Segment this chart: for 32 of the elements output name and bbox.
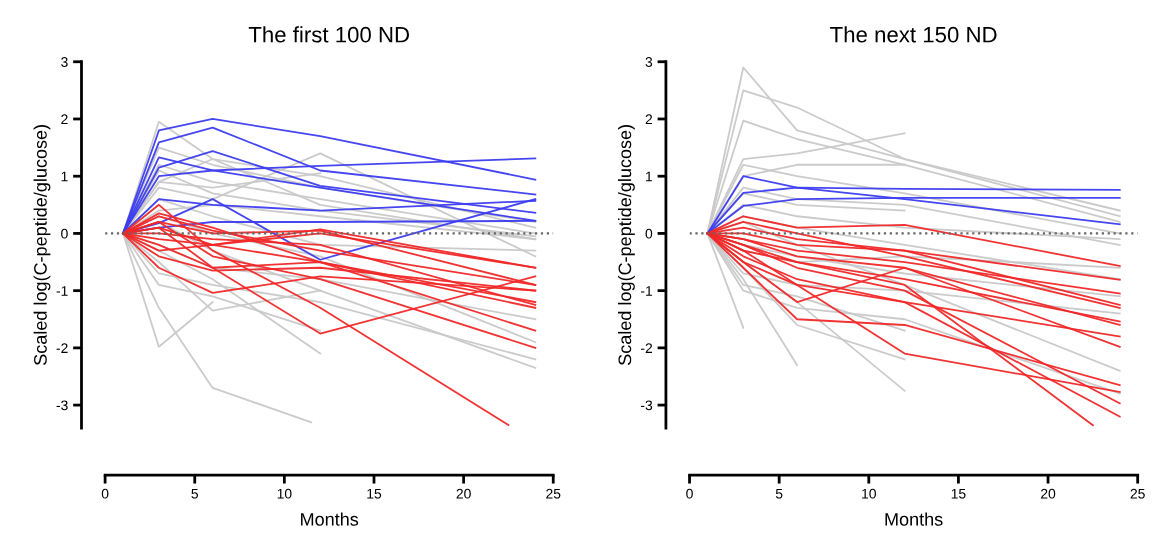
x-tick-label: 5 (191, 488, 199, 499)
y-tick-label: 1 (646, 171, 653, 182)
y-axis-title: Scaled log(C-peptide/glucose) (33, 125, 51, 365)
y-tick-label: -3 (56, 400, 68, 411)
x-tick-label: 5 (775, 488, 783, 499)
y-tick-label: 2 (645, 114, 653, 125)
y-tick-label: -2 (641, 343, 653, 353)
x-tick-label: 15 (367, 488, 382, 499)
y-tick-label: -1 (641, 286, 653, 296)
y-tick-label: 0 (61, 228, 68, 239)
y-tick-label: 2 (61, 114, 68, 125)
chart-title: The first 100 ND (248, 26, 410, 43)
x-tick-label: 25 (1130, 488, 1145, 499)
y-tick-label: -1 (56, 286, 68, 296)
y-tick-label: -2 (56, 343, 68, 353)
x-tick-label: 10 (862, 488, 876, 499)
x-tick-label: 20 (1041, 488, 1056, 499)
x-tick-label: 20 (456, 488, 471, 499)
y-tick-label: -3 (641, 400, 653, 411)
x-axis-title: Months (301, 512, 359, 526)
y-tick-label: 3 (645, 57, 653, 67)
x-tick-label: 0 (686, 488, 693, 499)
y-tick-label: 0 (645, 228, 653, 239)
y-tick-label: 1 (61, 171, 68, 182)
x-tick-label: 10 (277, 488, 292, 499)
x-axis-title: Months (885, 512, 943, 526)
x-tick-label: 15 (951, 488, 966, 499)
x-tick-label: 0 (101, 488, 109, 499)
chart-title: The next 150 ND (830, 26, 997, 43)
x-tick-label: 25 (546, 488, 561, 499)
y-tick-label: 3 (61, 57, 68, 67)
y-axis-title: Scaled log(C-peptide/glucose) (617, 125, 635, 365)
